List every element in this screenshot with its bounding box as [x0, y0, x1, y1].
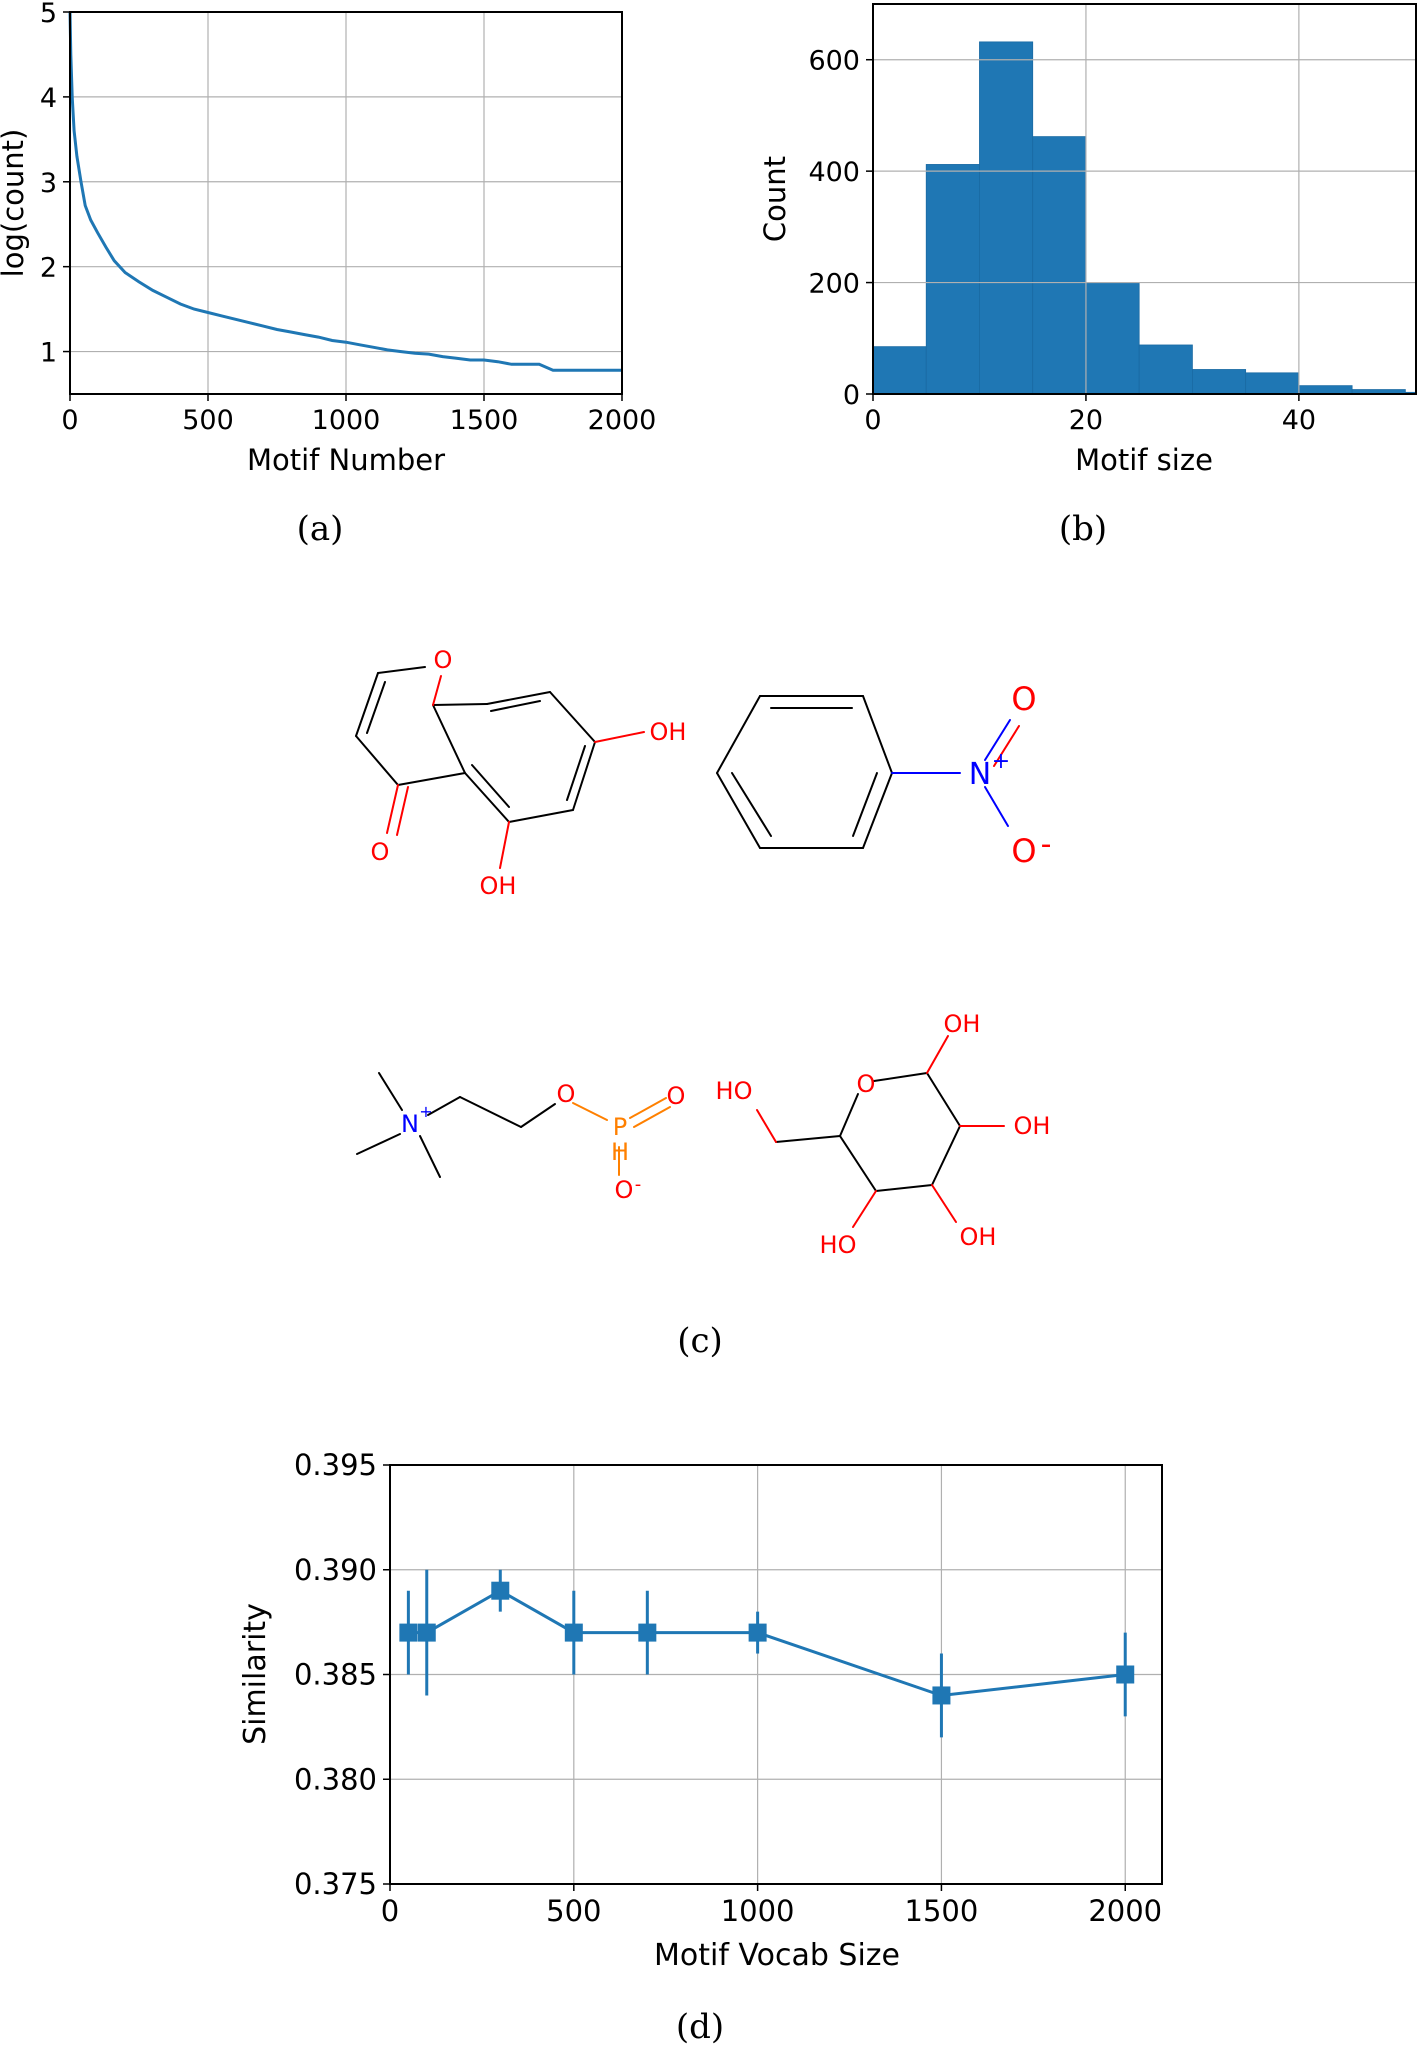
x-tick-label: 0 — [61, 405, 78, 436]
atom-label: O — [1011, 832, 1036, 870]
histogram-bar — [1245, 372, 1300, 395]
atom-label: N — [401, 1110, 419, 1138]
square-marker — [932, 1686, 951, 1705]
histogram-bar — [1032, 136, 1087, 395]
x-tick-label: 1500 — [905, 1894, 979, 1928]
panel-caption: (b) — [1059, 509, 1107, 549]
y-tick-label: 400 — [808, 157, 860, 188]
x-tick-label: 1500 — [450, 405, 519, 436]
panel-caption: (c) — [677, 1321, 723, 1361]
histogram-bar — [979, 41, 1034, 395]
y-tick-label: 2 — [40, 253, 57, 284]
square-marker — [748, 1623, 767, 1642]
molecule-chromone: O OH O OH — [355, 646, 687, 900]
atom-label: - — [1041, 827, 1052, 862]
atom-label: O — [1011, 680, 1036, 718]
y-axis-label: Similarity — [238, 1603, 273, 1745]
panel-caption: (d) — [676, 2007, 724, 2047]
y-axis-label: log(count) — [0, 129, 30, 278]
square-marker — [564, 1623, 583, 1642]
atom-label: - — [635, 1174, 642, 1195]
y-tick-label: 1 — [40, 338, 57, 369]
atom-label: HO — [716, 1077, 753, 1105]
x-tick-label: 1000 — [312, 405, 381, 436]
atom-label: O — [434, 646, 453, 674]
atom-label: + — [992, 749, 1010, 774]
x-axis-label: Motif size — [1075, 443, 1213, 477]
x-tick-label: 2000 — [1088, 1894, 1162, 1928]
line-series — [408, 1588, 1126, 1698]
y-tick-label: 3 — [40, 168, 57, 199]
atom-label: O — [615, 1176, 634, 1204]
y-tick-label: 4 — [40, 83, 57, 114]
atom-label: O — [857, 1070, 876, 1098]
molecule-nitrobenzene: N + O O - — [716, 680, 1052, 870]
y-tick-label: 0.395 — [294, 1448, 377, 1482]
atom-label: HO — [820, 1231, 857, 1259]
x-tick-label: 0 — [864, 405, 881, 436]
panel-d-errorbar-chart: 0 500 1000 1500 2000 0.375 0.380 0.385 0.390 0.39… — [238, 1448, 1163, 2047]
square-marker — [638, 1623, 657, 1642]
y-tick-label: 0 — [843, 380, 860, 411]
x-tick-label: 500 — [546, 1894, 601, 1928]
panel-caption: (a) — [297, 509, 344, 549]
histogram-bar — [1192, 369, 1247, 395]
atom-label: P — [613, 1113, 627, 1141]
atom-label: OH — [960, 1223, 997, 1251]
panel-c-molecules: O OH O OH N + O O — [355, 646, 1052, 1361]
square-marker — [491, 1581, 510, 1600]
x-tick-label: 500 — [182, 405, 234, 436]
x-tick-label: 0 — [381, 1894, 399, 1928]
y-tick-label: 5 — [40, 0, 57, 29]
atom-label: OH — [1014, 1112, 1051, 1140]
square-marker — [417, 1623, 436, 1642]
histogram-bar — [872, 346, 927, 395]
atom-label: OH — [944, 1010, 981, 1038]
histogram-bar — [1298, 385, 1353, 395]
atom-label: OH — [650, 718, 687, 746]
molecule-phosphocholine: N + O P O H O - — [356, 1072, 686, 1204]
square-marker — [399, 1623, 418, 1642]
histogram-bar — [1138, 344, 1193, 395]
y-tick-label: 0.385 — [294, 1658, 377, 1692]
panel-a-line-chart: 0 500 1000 1500 2000 1 2 3 4 5 Motif Number log(c… — [0, 0, 656, 549]
atom-label: O — [371, 838, 390, 866]
molecule-glucose: O OH HO OH HO OH — [716, 1010, 1051, 1259]
x-axis-label: Motif Number — [247, 443, 445, 477]
line-series — [68, 11, 622, 372]
plot-frame — [872, 3, 1417, 395]
x-tick-label: 20 — [1069, 405, 1103, 436]
y-tick-label: 200 — [808, 269, 860, 300]
y-axis-label: Count — [758, 156, 792, 242]
y-tick-label: 600 — [808, 46, 860, 77]
x-tick-label: 40 — [1282, 405, 1316, 436]
x-axis-label: Motif Vocab Size — [654, 1938, 900, 1973]
x-tick-label: 1000 — [721, 1894, 795, 1928]
histogram-bar — [925, 164, 980, 395]
x-tick-label: 2000 — [588, 405, 657, 436]
y-tick-label: 0.375 — [294, 1867, 377, 1901]
square-marker — [1116, 1665, 1135, 1684]
atom-label: + — [419, 1102, 432, 1121]
atom-label: O — [667, 1082, 686, 1110]
histogram-bar — [1085, 282, 1140, 395]
y-tick-label: 0.380 — [294, 1762, 377, 1796]
y-tick-label: 0.390 — [294, 1553, 377, 1587]
atom-label: H — [611, 1138, 629, 1166]
atom-label: N — [969, 757, 991, 792]
atom-label: O — [557, 1080, 576, 1108]
atom-label: OH — [480, 872, 517, 900]
